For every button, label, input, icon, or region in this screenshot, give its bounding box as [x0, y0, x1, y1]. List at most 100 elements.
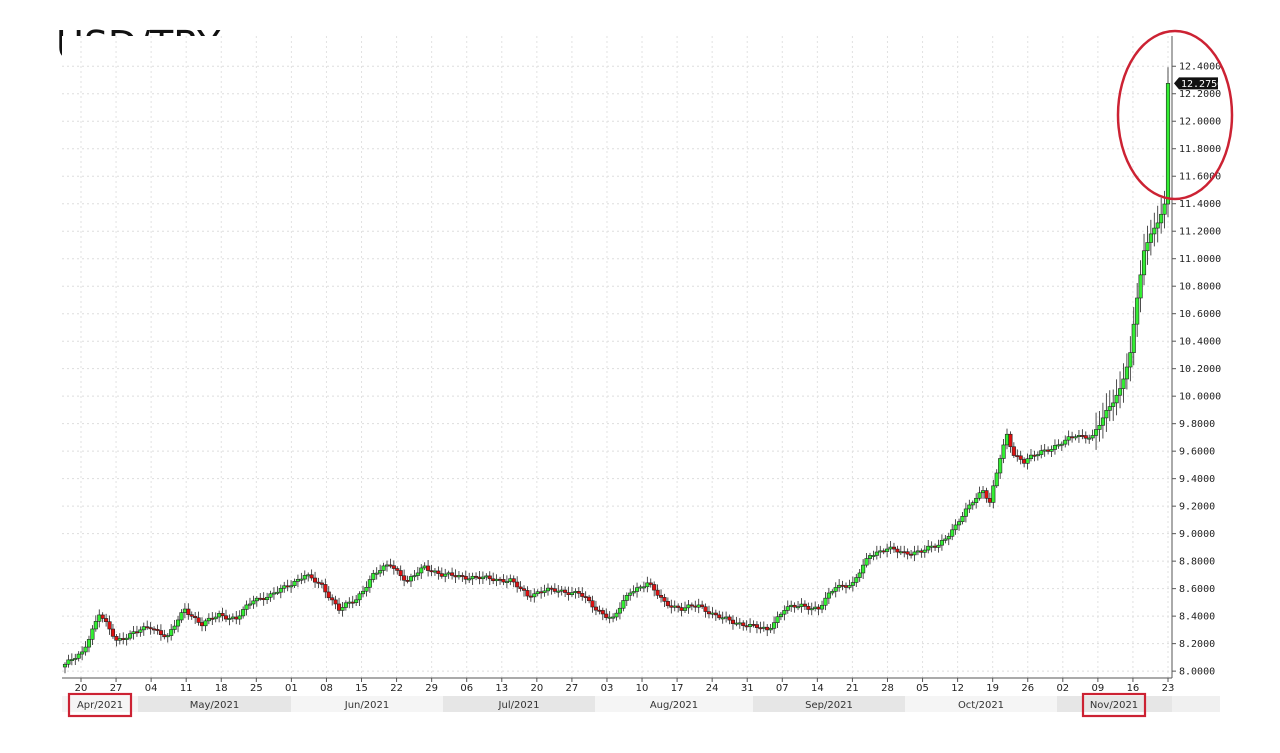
candle	[446, 572, 451, 575]
candle	[152, 628, 157, 631]
candle	[1083, 435, 1088, 439]
candle	[80, 651, 85, 655]
candle	[244, 604, 249, 610]
candle	[693, 605, 698, 608]
y-tick-label: 10.2000	[1179, 364, 1221, 375]
x-tick-label: 25	[250, 683, 263, 694]
candle	[552, 588, 557, 592]
candle	[330, 597, 335, 601]
plot-area	[62, 36, 1172, 678]
candle	[480, 576, 485, 580]
y-tick-label: 9.0000	[1179, 529, 1215, 540]
candle	[837, 584, 842, 588]
candle	[206, 617, 211, 622]
month-label: Oct/2021	[958, 700, 1004, 711]
candle	[491, 578, 496, 582]
month-band	[1172, 696, 1220, 712]
candle	[148, 627, 153, 630]
candle	[289, 585, 294, 588]
candle	[580, 593, 585, 597]
candle	[795, 606, 801, 609]
candle	[1145, 242, 1150, 252]
candle	[1070, 436, 1075, 439]
candle	[97, 614, 102, 622]
candle	[175, 619, 181, 627]
candle	[569, 592, 575, 595]
candle	[1073, 436, 1078, 439]
x-tick-label: 05	[916, 683, 929, 694]
candle	[1100, 417, 1105, 426]
candle	[782, 610, 787, 615]
y-tick-label: 10.0000	[1179, 392, 1221, 403]
candle	[843, 585, 849, 588]
candle	[1107, 406, 1112, 411]
candle	[1121, 378, 1126, 389]
y-tick-label: 12.2000	[1179, 89, 1221, 100]
candle	[621, 600, 626, 609]
candle	[970, 502, 975, 506]
candle	[1148, 233, 1153, 243]
candle	[1039, 450, 1044, 455]
x-tick-label: 23	[1162, 683, 1175, 694]
x-axis-ticks: 20 27 04 11 18 25 01 08 15 22 29 06 13 20 27 03 10 17 24 31…	[75, 678, 1175, 694]
candle	[1104, 410, 1109, 419]
candle	[665, 601, 670, 607]
y-tick-label: 9.4000	[1179, 474, 1215, 485]
candle	[806, 605, 811, 610]
candle	[93, 621, 98, 630]
candle	[299, 578, 304, 581]
candle	[73, 658, 78, 660]
candle	[919, 550, 924, 553]
candle	[528, 595, 533, 598]
candle	[76, 653, 81, 659]
candle	[309, 574, 314, 579]
candle	[100, 614, 105, 619]
candle	[778, 613, 783, 618]
candle	[292, 581, 297, 587]
y-tick-label: 8.6000	[1179, 584, 1215, 595]
candle	[730, 619, 736, 624]
candle	[604, 613, 609, 618]
month-band	[753, 696, 905, 712]
candle	[436, 570, 441, 574]
candle	[162, 634, 167, 638]
candle	[727, 616, 732, 621]
candle	[689, 604, 694, 607]
candle	[1159, 213, 1164, 224]
candle	[854, 577, 859, 583]
candle	[1165, 83, 1171, 205]
candle	[313, 577, 318, 583]
x-tick-label: 29	[425, 683, 438, 694]
candle	[813, 606, 818, 609]
candle	[275, 591, 280, 594]
candle	[1097, 424, 1102, 430]
candle	[217, 613, 222, 618]
candle	[1066, 436, 1071, 441]
candle	[1001, 444, 1006, 459]
y-tick-label: 11.0000	[1179, 254, 1221, 265]
candle	[573, 591, 578, 594]
candle	[470, 575, 475, 580]
candle	[193, 615, 198, 619]
candle	[871, 555, 876, 557]
y-tick-label: 8.4000	[1179, 612, 1215, 623]
candle	[254, 597, 259, 602]
candle	[199, 622, 205, 627]
candle	[648, 582, 653, 585]
candle	[946, 535, 951, 540]
candle	[134, 631, 139, 634]
candle	[939, 540, 944, 546]
candle	[1135, 297, 1140, 325]
candle	[388, 564, 393, 567]
candle	[679, 607, 684, 611]
candle	[316, 581, 321, 584]
candle	[867, 555, 873, 559]
candle	[484, 575, 489, 578]
candle	[991, 485, 996, 503]
candle	[391, 565, 396, 569]
x-tick-label: 01	[285, 683, 298, 694]
candle	[1035, 454, 1040, 457]
candle	[874, 551, 879, 556]
y-tick-label: 12.0000	[1179, 117, 1221, 128]
candle	[751, 624, 756, 626]
